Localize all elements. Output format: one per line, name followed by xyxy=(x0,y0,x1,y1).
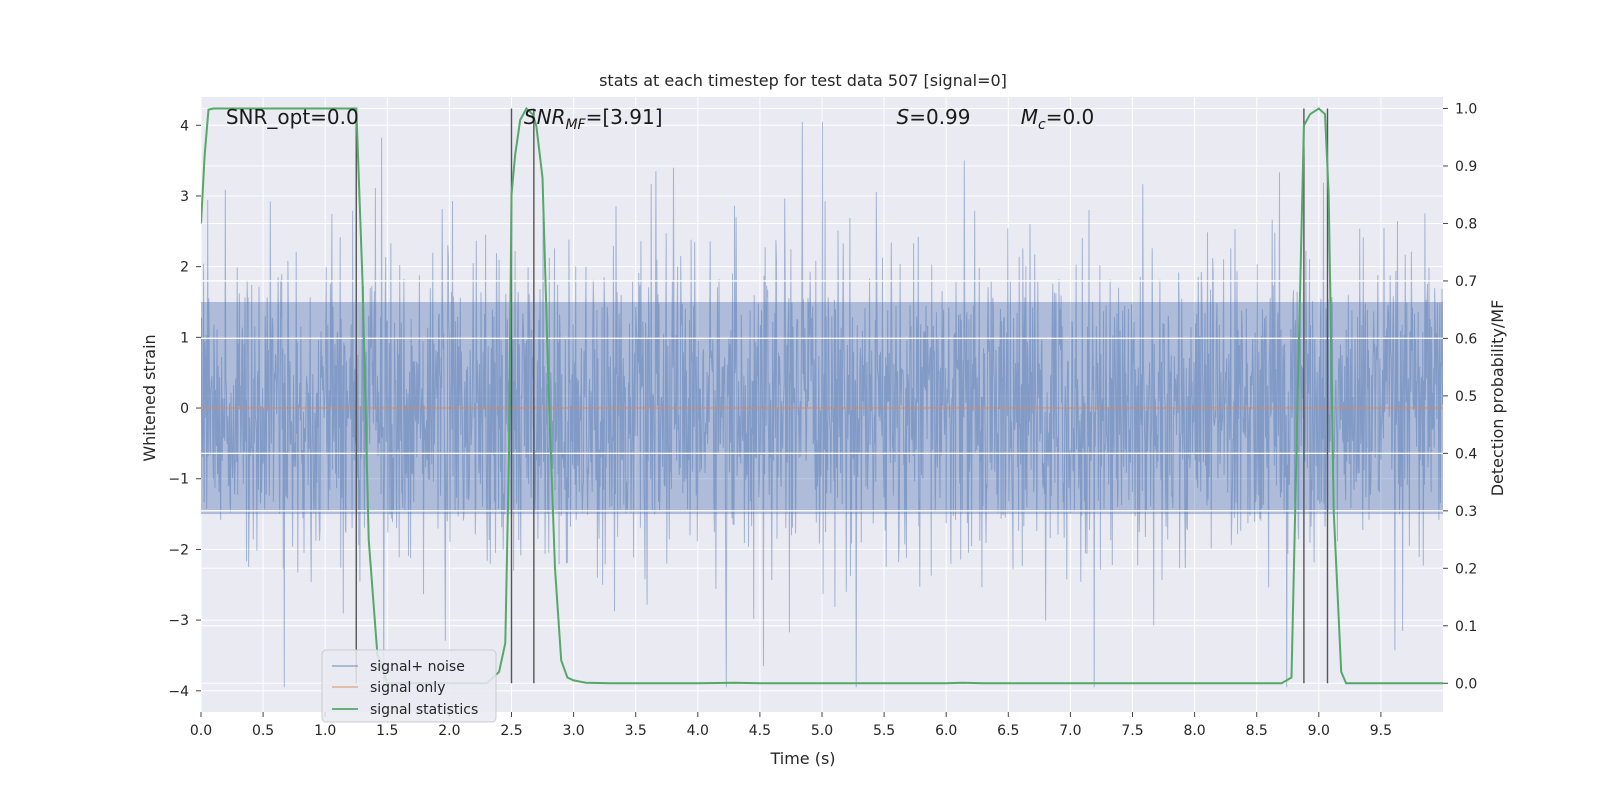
x-tick-label: 2.0 xyxy=(438,723,460,739)
y2-tick-label: 0.5 xyxy=(1455,389,1477,405)
threshold-lines xyxy=(201,280,1443,512)
annotation-0: SNR_opt=0.0 xyxy=(226,105,359,129)
x-tick-label: 9.5 xyxy=(1370,723,1392,739)
x-tick-label: 6.0 xyxy=(935,723,957,739)
y2-axis-label: Detection probability/MF xyxy=(1488,300,1507,497)
x-tick-label: 8.5 xyxy=(1246,723,1268,739)
y-tick-label: 0 xyxy=(180,401,189,417)
annotation-3: Mc=0.0 xyxy=(1021,105,1095,133)
y2-tick-label: 0.1 xyxy=(1455,619,1477,635)
y-tick-label: 3 xyxy=(180,189,189,205)
legend-box xyxy=(321,649,497,723)
x-axis-ticks: 0.0 0.5 1.0 1.5 2.0 2.5 3.0 3.5 4.0 4.5 5.0 5.5 6.0 6… xyxy=(190,712,1392,739)
noise-trace xyxy=(201,121,1443,688)
y2-tick-label: 1.0 xyxy=(1455,101,1477,117)
y-tick-label: 1 xyxy=(180,330,189,346)
series-signal-statistics xyxy=(201,106,1443,685)
y2-tick-label: 0.2 xyxy=(1455,561,1477,577)
x-tick-label: 0.5 xyxy=(252,723,274,739)
x-tick-label: 3.5 xyxy=(625,723,647,739)
vertical-markers xyxy=(355,108,1329,684)
legend-label-signal-noise: signal+ noise xyxy=(370,659,465,675)
x-tick-label: 0.0 xyxy=(190,723,212,739)
x-axis-label: Time (s) xyxy=(769,749,835,768)
annotation-1: SNRMF=[3.91] xyxy=(524,105,663,133)
x-tick-label: 5.5 xyxy=(873,723,895,739)
x-tick-label: 2.5 xyxy=(500,723,522,739)
y2-tick-label: 0.0 xyxy=(1455,676,1477,692)
x-tick-label: 5.0 xyxy=(811,723,833,739)
y-tick-label: −3 xyxy=(168,613,189,629)
y-tick-label: −4 xyxy=(168,684,189,700)
x-tick-label: 9.0 xyxy=(1308,723,1330,739)
annotation-2: S=0.99 xyxy=(897,105,971,129)
legend-label-signal-statistics: signal statistics xyxy=(370,702,478,718)
x-tick-label: 3.0 xyxy=(562,723,584,739)
y2-tick-label: 0.3 xyxy=(1455,504,1477,520)
y-tick-label: 2 xyxy=(180,260,189,276)
chart-title: stats at each timestep for test data 507… xyxy=(599,71,1007,90)
annotations: SNR_opt=0.0 SNRMF=[3.91] S=0.99 Mc=0.0 xyxy=(226,105,1094,133)
y-tick-label: −2 xyxy=(168,542,189,558)
x-tick-label: 7.0 xyxy=(1059,723,1081,739)
y-tick-label: 4 xyxy=(180,118,189,134)
x-tick-label: 8.0 xyxy=(1183,723,1205,739)
statistics-line xyxy=(201,106,1443,685)
x-tick-label: 7.5 xyxy=(1121,723,1143,739)
y2-tick-label: 0.4 xyxy=(1455,446,1477,462)
y-axis-ticks: 4 3 2 1 0 −1 −2 −3 −4 xyxy=(168,118,201,700)
y-tick-label: −1 xyxy=(168,472,189,488)
y2-tick-label: 0.8 xyxy=(1455,216,1477,232)
y2-tick-label: 0.9 xyxy=(1455,159,1477,175)
y2-tick-label: 0.7 xyxy=(1455,274,1477,290)
y2-tick-label: 0.6 xyxy=(1455,331,1477,347)
y-axis-label: Whitened strain xyxy=(140,334,159,461)
x-tick-label: 4.5 xyxy=(749,723,771,739)
x-tick-label: 1.0 xyxy=(314,723,336,739)
x-tick-label: 6.5 xyxy=(997,723,1019,739)
legend: signal+ noise signal only signal statist… xyxy=(321,649,497,723)
x-tick-label: 1.5 xyxy=(376,723,398,739)
x-tick-label: 4.0 xyxy=(687,723,709,739)
legend-label-signal-only: signal only xyxy=(370,680,445,696)
y2-axis-ticks: 1.0 0.9 0.8 0.7 0.6 0.5 0.4 0.3 0.2 0.1 0.0 xyxy=(1443,101,1477,692)
